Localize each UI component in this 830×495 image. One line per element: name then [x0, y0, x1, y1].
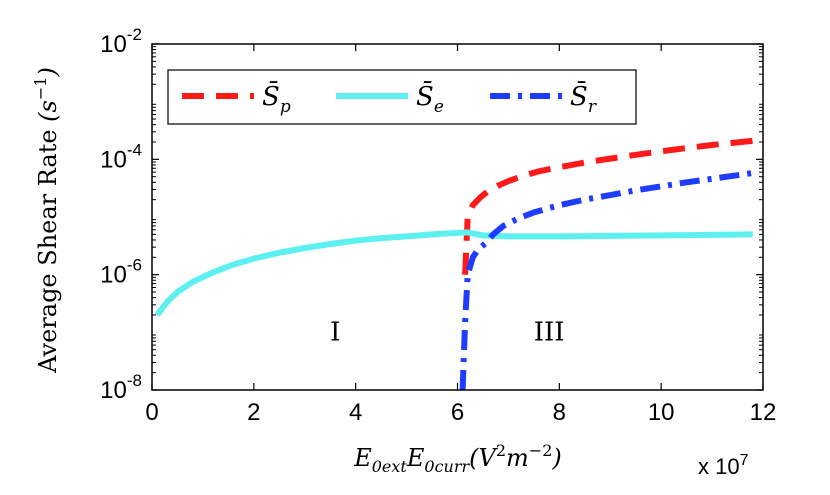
x-tick-label: 0: [145, 399, 158, 426]
x-tick-label: 4: [349, 399, 362, 426]
legend-label-e: S̄e: [416, 80, 444, 117]
x-tick-label: 10: [648, 399, 675, 426]
x-axis-label: E0extE0curr(V2m−2): [353, 441, 562, 476]
x-tick-label: 8: [553, 399, 566, 426]
series-line-r: [459, 170, 754, 390]
legend-label-p: S̄p: [262, 80, 291, 117]
y-tick-label: 10-2: [100, 25, 142, 58]
series-line-e: [154, 229, 753, 317]
y-axis-label: Average Shear Rate (s−1): [31, 67, 62, 374]
region-label: III: [534, 317, 565, 347]
x-multiplier: x 107: [698, 452, 749, 479]
ticks-layer: 0 2 4 6 8 10 12 10-8 10-6 10-4 10-2: [100, 25, 776, 426]
x-tick-label: 6: [451, 399, 464, 426]
legend: S̄p S̄e S̄r: [167, 69, 637, 125]
y-tick-label: 10-4: [100, 140, 142, 173]
x-tick-label: 2: [247, 399, 260, 426]
series-layer: [154, 137, 754, 390]
x-tick-label: 12: [750, 399, 777, 426]
annotation-layer: I III: [330, 317, 564, 347]
legend-label-r: S̄r: [570, 80, 597, 117]
region-label: I: [330, 317, 340, 347]
y-tick-label: 10-8: [100, 371, 142, 404]
series-line-p: [462, 137, 754, 275]
y-tick-label: 10-6: [100, 256, 142, 289]
